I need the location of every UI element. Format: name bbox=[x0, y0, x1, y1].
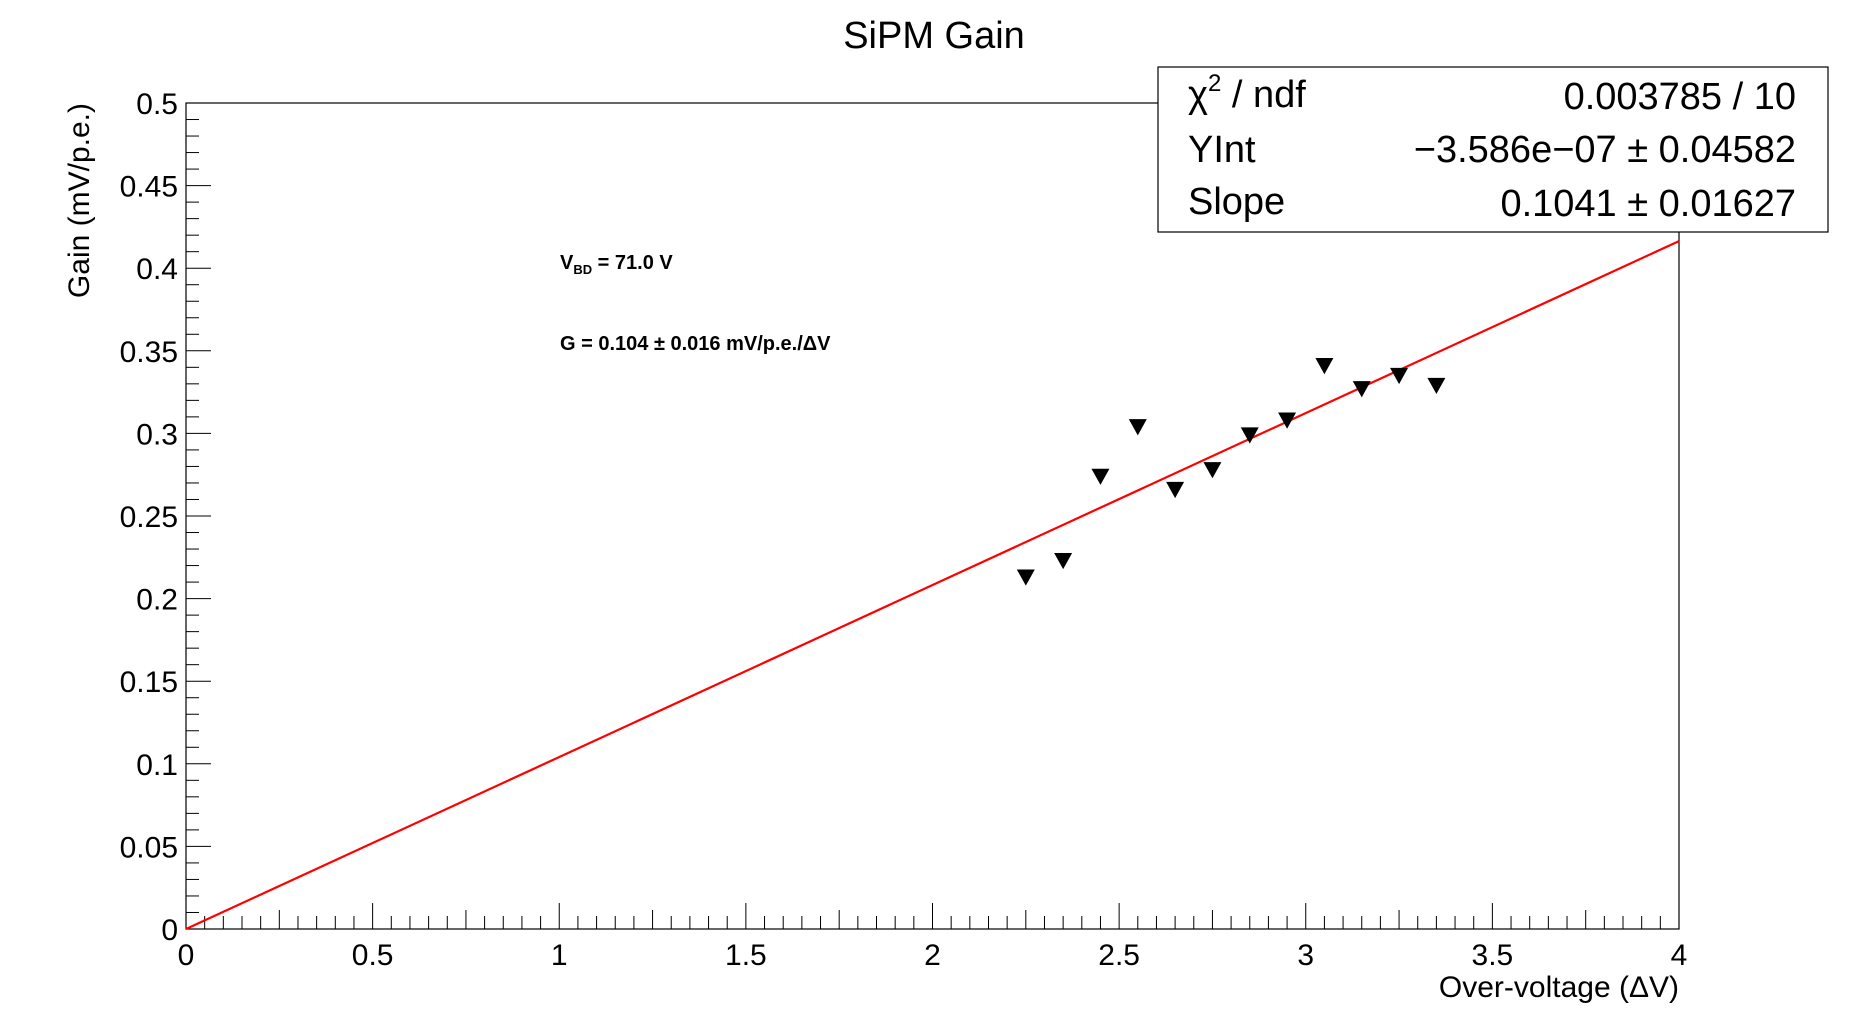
stats-chi2-label: χ2 / ndf bbox=[1188, 70, 1306, 116]
fit-stats-box: χ2 / ndf 0.003785 / 10 YInt −3.586e−07 ±… bbox=[1157, 66, 1829, 233]
x-tick-label: 1 bbox=[551, 939, 568, 972]
y-tick-label: 0.45 bbox=[120, 171, 178, 204]
y-axis: 0 0.05 0.1 0.15 0.2 0.25 0.3 0.35 0.4 0.45 0.5 bbox=[120, 88, 211, 947]
y-axis-label: Gain (mV/p.e.) bbox=[63, 103, 96, 298]
vbd-prefix: V bbox=[560, 252, 574, 274]
chart-title: SiPM Gain bbox=[843, 15, 1025, 57]
x-tick-label: 4 bbox=[1671, 939, 1688, 972]
x-axis-label: Over-voltage (ΔV) bbox=[1439, 971, 1679, 1004]
y-tick-label: 0.4 bbox=[136, 253, 178, 286]
data-point bbox=[1016, 569, 1035, 586]
data-point bbox=[1054, 552, 1073, 570]
data-point bbox=[1203, 462, 1222, 479]
stats-chi2-value: 0.003785 / 10 bbox=[1564, 76, 1796, 118]
x-tick-label: 2 bbox=[924, 939, 941, 972]
x-tick-label: 0 bbox=[178, 939, 195, 972]
y-tick-label: 0.05 bbox=[120, 831, 178, 864]
x-tick-label: 3 bbox=[1297, 939, 1314, 972]
vbd-subscript: BD bbox=[573, 262, 592, 277]
stats-slope-value: 0.1041 ± 0.01627 bbox=[1500, 183, 1796, 225]
y-tick-label: 0.3 bbox=[136, 418, 178, 451]
y-tick-label: 0.25 bbox=[120, 501, 178, 534]
y-tick-label: 0.2 bbox=[136, 584, 178, 617]
y-tick-label: 0.5 bbox=[136, 88, 178, 121]
x-tick-label: 2.5 bbox=[1098, 939, 1140, 972]
data-point bbox=[1352, 381, 1371, 398]
stats-yint-value: −3.586e−07 ± 0.04582 bbox=[1414, 129, 1796, 171]
stats-yint-label: YInt bbox=[1188, 129, 1256, 171]
gain-annotation: G = 0.104 ± 0.016 mV/p.e./ΔV bbox=[560, 333, 831, 355]
x-tick-label: 0.5 bbox=[352, 939, 394, 972]
data-point bbox=[1315, 358, 1334, 375]
x-tick-label: 1.5 bbox=[725, 939, 767, 972]
data-point bbox=[1091, 468, 1110, 485]
data-point bbox=[1240, 427, 1259, 444]
x-axis: 0 0.5 1 1.5 2 2.5 3 3.5 4 bbox=[178, 903, 1688, 972]
data-points bbox=[1016, 358, 1446, 586]
fit-line bbox=[185, 240, 1680, 930]
y-tick-label: 0.1 bbox=[136, 749, 178, 782]
data-point bbox=[1390, 367, 1409, 385]
data-point bbox=[1278, 412, 1297, 429]
y-tick-label: 0 bbox=[161, 914, 178, 947]
y-tick-label: 0.35 bbox=[120, 336, 178, 369]
y-tick-label: 0.15 bbox=[120, 666, 178, 699]
x-tick-label: 3.5 bbox=[1472, 939, 1514, 972]
data-point bbox=[1427, 377, 1446, 395]
data-point bbox=[1128, 419, 1147, 436]
stats-slope-label: Slope bbox=[1188, 181, 1285, 223]
data-point bbox=[1166, 481, 1185, 499]
vbd-value: = 71.0 V bbox=[592, 252, 673, 274]
breakdown-voltage-annotation: VBD = 71.0 V bbox=[560, 252, 673, 277]
